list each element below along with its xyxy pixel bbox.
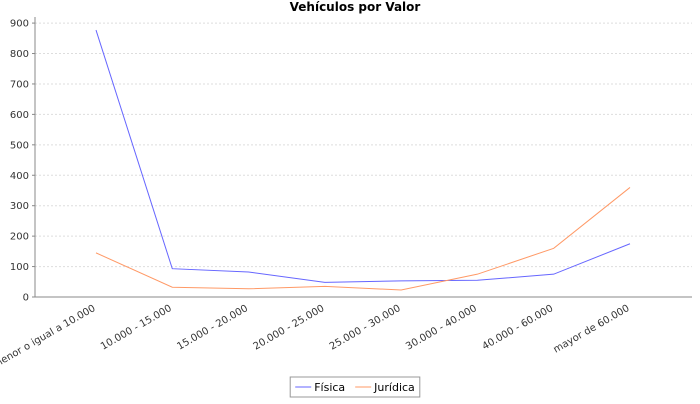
chart-title: Vehículos por Valor (290, 0, 421, 14)
y-tick-label: 300 (10, 201, 29, 212)
y-tick-label: 600 (10, 110, 29, 121)
x-tick-label: 15.000 - 20.000 (175, 303, 250, 353)
x-tick-label: mayor de 60.000 (552, 303, 632, 355)
legend: Física Jurídica (289, 376, 421, 398)
x-tick-label: 30.000 - 40.000 (404, 303, 479, 353)
x-tick-label: 10.000 - 15.000 (99, 303, 174, 353)
legend-box (289, 376, 421, 398)
y-tick-label: 700 (10, 79, 29, 90)
legend-label: Jurídica (373, 381, 415, 394)
y-tick-label: 0 (23, 293, 29, 304)
x-tick-label: 25.000 - 30.000 (328, 303, 403, 353)
y-tick-label: 400 (10, 171, 29, 182)
x-tick-label: 40.000 - 60.000 (480, 303, 555, 353)
y-tick-label: 100 (10, 262, 29, 273)
y-tick-label: 800 (10, 49, 29, 60)
x-tick-label: 20.000 - 25.000 (252, 303, 327, 353)
legend-label: Física (314, 381, 345, 394)
line-series (95, 29, 631, 283)
y-tick-label: 900 (10, 19, 29, 30)
y-tick-label: 500 (10, 140, 29, 151)
line-series (95, 187, 631, 291)
y-tick-label: 200 (10, 232, 29, 243)
x-tick-label: menor o igual a 10.000 (0, 303, 98, 371)
